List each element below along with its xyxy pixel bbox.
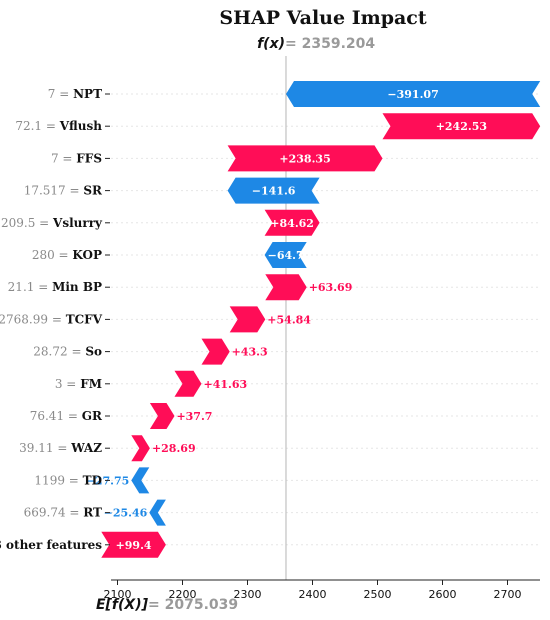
feature-name: So bbox=[85, 345, 102, 359]
bar-23-other-features bbox=[101, 531, 166, 558]
bar-npt bbox=[286, 81, 541, 107]
feature-name: TCFV bbox=[66, 312, 103, 326]
bar-value-label: −141.6 bbox=[252, 185, 296, 198]
feature-value: 280 = bbox=[32, 248, 73, 262]
base-value: = 2075.039 bbox=[148, 597, 238, 613]
bar-tcfv bbox=[229, 306, 266, 333]
bar-min-bp bbox=[265, 274, 307, 301]
feature-label: 3 = FM bbox=[55, 377, 102, 391]
bar-value-label: +43.3 bbox=[232, 346, 268, 359]
feature-label: 17.517 = SR bbox=[24, 184, 103, 198]
x-tick-label: 2300 bbox=[234, 588, 262, 601]
bar-value-label: −64.7 bbox=[268, 249, 304, 262]
feature-name: FFS bbox=[76, 151, 102, 165]
feature-value: 72.1 = bbox=[15, 119, 59, 133]
bar-ffs bbox=[227, 145, 383, 172]
bar-value-label: +41.63 bbox=[204, 378, 248, 391]
feature-value: 21.1 = bbox=[8, 280, 52, 294]
feature-label: 669.74 = RT bbox=[24, 506, 102, 520]
fx-label: f(x) bbox=[257, 36, 285, 52]
feature-label: 21.1 = Min BP bbox=[8, 280, 102, 294]
bar-rt bbox=[149, 499, 166, 526]
feature-name: GR bbox=[82, 409, 103, 423]
bar-value-label: +84.62 bbox=[270, 217, 314, 230]
bars-group: −391.07 +242.53 +238.35 −141.6 +84.62 −64.7 +6… bbox=[86, 81, 541, 558]
bar-value-label: +54.84 bbox=[267, 313, 311, 326]
feature-value: 7 = bbox=[48, 87, 73, 101]
bar-value-label: −25.46 bbox=[104, 507, 148, 520]
bar-waz bbox=[131, 435, 150, 462]
feature-label: 39.11 = WAZ bbox=[19, 441, 102, 455]
bar-vflush bbox=[382, 113, 541, 140]
feature-name: Vslurry bbox=[52, 216, 103, 230]
feature-name: Vflush bbox=[59, 119, 103, 133]
feature-value: 7 = bbox=[51, 151, 76, 165]
bar-value-label: −391.07 bbox=[387, 88, 438, 101]
bar-value-label: +37.7 bbox=[176, 410, 212, 423]
feature-label: 1209.5 = Vslurry bbox=[0, 216, 103, 230]
feature-value: 76.41 = bbox=[30, 409, 82, 423]
feature-value: 669.74 = bbox=[24, 506, 84, 520]
feature-value: 17.517 = bbox=[24, 184, 84, 198]
bar-td bbox=[131, 467, 150, 494]
feature-name: NPT bbox=[73, 87, 102, 101]
feature-name: RT bbox=[83, 506, 102, 520]
bar-value-label: +238.35 bbox=[279, 152, 330, 165]
feature-value: 3 = bbox=[55, 377, 80, 391]
feature-value: 39.11 = bbox=[19, 441, 71, 455]
bar-vslurry bbox=[264, 209, 320, 236]
base-annotation: E[f(X)] = 2075.039 bbox=[96, 597, 238, 613]
bar-kop bbox=[264, 242, 307, 268]
feature-name: SR bbox=[83, 184, 103, 198]
feature-value: 2768.99 = bbox=[0, 312, 66, 326]
feature-name: 23 other features bbox=[0, 538, 102, 552]
feature-label: 72.1 = Vflush bbox=[15, 119, 102, 133]
x-tick-label: 2500 bbox=[364, 588, 392, 601]
feature-value: 1209.5 = bbox=[0, 216, 53, 230]
bar-value-label: +28.69 bbox=[152, 442, 196, 455]
feature-label: 28.72 = So bbox=[33, 345, 102, 359]
bar-gr bbox=[149, 403, 175, 429]
bar-value-label: +242.53 bbox=[436, 120, 487, 133]
feature-label: 7 = FFS bbox=[51, 151, 102, 165]
x-axis-ticks: 2100 2200 2300 2400 2500 2600 2700 bbox=[104, 580, 522, 601]
fx-value: = 2359.204 bbox=[285, 36, 375, 52]
fx-annotation: f(x) = 2359.204 bbox=[257, 36, 375, 52]
chart-title: SHAP Value Impact bbox=[219, 7, 427, 29]
bar-value-label: +63.69 bbox=[309, 281, 353, 294]
feature-name: WAZ bbox=[70, 441, 102, 455]
x-tick-label: 2600 bbox=[429, 588, 457, 601]
x-tick-label: 2100 bbox=[104, 588, 132, 601]
bar-fm bbox=[174, 370, 202, 397]
feature-label: 76.41 = GR bbox=[30, 409, 103, 423]
feature-label: 23 other features bbox=[0, 538, 102, 552]
bar-sr bbox=[227, 177, 320, 204]
feature-value: 28.72 = bbox=[33, 345, 85, 359]
feature-value: 1199 = bbox=[34, 473, 82, 487]
x-tick-label: 2400 bbox=[299, 588, 327, 601]
x-tick-label: 2200 bbox=[169, 588, 197, 601]
feature-name: TD bbox=[83, 473, 102, 487]
bar-so bbox=[201, 338, 230, 365]
feature-name: Min BP bbox=[52, 280, 102, 294]
base-label: E[f(X)] bbox=[96, 597, 149, 613]
bar-value-label: +99.4 bbox=[116, 539, 152, 552]
feature-label: 2768.99 = TCFV bbox=[0, 312, 103, 326]
feature-name: FM bbox=[80, 377, 102, 391]
feature-label: 280 = KOP bbox=[32, 248, 102, 262]
feature-label: 1199 = TD bbox=[34, 473, 102, 487]
feature-name: KOP bbox=[72, 248, 102, 262]
x-tick-label: 2700 bbox=[494, 588, 522, 601]
feature-label: 7 = NPT bbox=[48, 87, 102, 101]
feature-labels: 7 = NPT 72.1 = Vflush 7 = FFS 17.517 = SR 12… bbox=[0, 87, 110, 552]
